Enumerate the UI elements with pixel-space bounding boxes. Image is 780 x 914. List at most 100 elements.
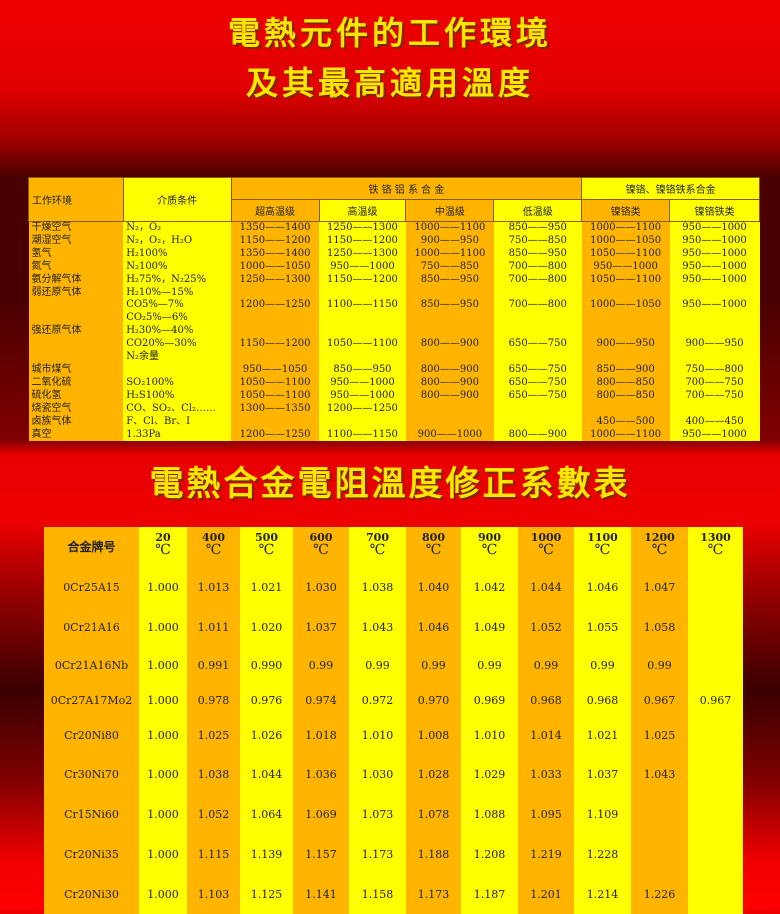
table-row: 强还原气体 H₂30%—40%: [28, 325, 760, 339]
coefficient-cell: 1.201: [518, 874, 574, 914]
coefficient-cell: 0.990: [240, 647, 293, 684]
temperature-range-cell: [405, 286, 494, 300]
alloy-name-cell: Cr30Ni70: [44, 754, 139, 794]
temperature-range-cell: 1000——1100: [405, 221, 494, 235]
table-row: 氨分解气体 H₂75%，N₂25% 1250——1300 1150——1200 850—…: [28, 273, 760, 287]
temperature-value: 1100: [587, 531, 618, 544]
temperature-range-cell: 1050——1100: [581, 247, 670, 261]
temperature-range-cell: [493, 312, 582, 326]
header-nicr-group: 镍铬、镍铬铁系合金: [581, 177, 760, 200]
coefficient-cell: 1.033: [518, 754, 574, 794]
table-row: CO₂5%—6%: [28, 312, 760, 326]
coefficient-cell: 1.157: [293, 834, 349, 874]
coefficient-cell: 1.026: [240, 717, 293, 754]
header-environment: 工作环境: [28, 177, 124, 222]
coefficient-cell: 1.139: [240, 834, 293, 874]
temperature-value: 1000: [530, 531, 562, 544]
temperature-range-cell: 900——1000: [405, 428, 494, 442]
temperature-range-cell: 850——950: [319, 363, 406, 377]
temperature-range-cell: 1100——1150: [319, 299, 406, 313]
coefficient-cell: 1.021: [574, 717, 631, 754]
coefficient-cell: 1.109: [574, 794, 631, 834]
coefficient-cell: 0.978: [187, 684, 240, 717]
temperature-value: 400: [202, 531, 225, 544]
temperature-range-cell: 1150——1200: [319, 273, 406, 287]
unit-celsius: ℃: [481, 542, 498, 558]
table-row: 氢气 H₂100% 1350——1400 1250——1300 1000——1100 85…: [28, 247, 760, 261]
temperature-range-cell: 1050——1100: [231, 376, 320, 390]
temperature-range-cell: 800——900: [405, 376, 494, 390]
temperature-range-cell: [669, 402, 760, 416]
coefficient-cell: 1.046: [406, 607, 461, 647]
temperature-range-cell: 1000——1050: [581, 299, 670, 313]
coefficient-cell: [688, 754, 743, 794]
temperature-range-cell: 950——1050: [231, 363, 320, 377]
unit-celsius: ℃: [425, 542, 442, 558]
header-temperature: 1300 ℃: [688, 527, 743, 567]
temperature-range-cell: [231, 351, 320, 364]
coefficient-cell: 0.974: [293, 684, 349, 717]
coefficient-cell: 1.014: [518, 717, 574, 754]
temperature-range-cell: 950——1000: [669, 234, 760, 248]
temperature-range-cell: 700——800: [493, 273, 582, 287]
temperature-range-cell: 650——750: [493, 376, 582, 390]
temperature-range-cell: 1250——1300: [319, 247, 406, 261]
temperature-range-cell: 950——1000: [319, 260, 406, 274]
coefficient-cell: 1.018: [293, 717, 349, 754]
temperature-range-cell: 1350——1400: [231, 221, 320, 235]
header-temperature: 500 ℃: [240, 527, 293, 567]
temperature-range-cell: 1050——1100: [231, 389, 320, 403]
coefficient-cell: 1.000: [139, 684, 187, 717]
temperature-range-cell: [581, 312, 670, 326]
temperature-range-cell: [669, 312, 760, 326]
medium-cell: N₂，O₂，H₂O: [123, 234, 232, 248]
coefficient-cell: 1.000: [139, 717, 187, 754]
temperature-range-cell: [319, 415, 406, 429]
temperature-range-cell: 400——450: [669, 415, 760, 429]
table-row: 0Cr21A16Nb 1.000 0.991 0.990 0.99 0.99 0.99 0.9…: [44, 647, 743, 684]
medium-cell: F、Cl、Br、I: [123, 415, 232, 429]
coefficient-cell: 1.173: [349, 834, 406, 874]
temperature-range-cell: 800——900: [405, 338, 494, 352]
temperature-range-cell: 650——750: [493, 389, 582, 403]
temperature-range-cell: 850——950: [405, 273, 494, 287]
temperature-range-cell: 800——850: [581, 376, 670, 390]
coefficient-cell: 1.228: [574, 834, 631, 874]
coefficient-cell: 1.088: [461, 794, 518, 834]
coefficient-cell: 1.013: [187, 567, 240, 607]
header-fecral-group: 铁 铬 铝 系 合 金: [230, 177, 583, 200]
temperature-range-cell: 950——1000: [669, 221, 760, 235]
medium-cell: CO、SO₂、Cl₂……: [123, 402, 232, 416]
temperature-range-cell: 1200——1250: [231, 428, 320, 442]
temperature-range-cell: 950——1000: [319, 376, 406, 390]
environment-cell: 强还原气体: [28, 325, 124, 339]
coefficient-cell: 1.188: [406, 834, 461, 874]
medium-cell: H₂100%: [123, 247, 232, 261]
coefficient-cell: 1.046: [574, 567, 631, 607]
alloy-name-cell: 0Cr21A16: [44, 607, 139, 647]
coefficient-cell: 1.052: [187, 794, 240, 834]
header-medium: 介质条件: [122, 177, 232, 222]
table-row: Cr30Ni70 1.000 1.038 1.044 1.036 1.030 1.028 1.…: [44, 754, 743, 794]
coefficient-cell: 0.99: [293, 647, 349, 684]
temperature-range-cell: 1250——1300: [319, 221, 406, 235]
coefficient-cell: 1.052: [518, 607, 574, 647]
header-temperature: 400 ℃: [187, 527, 240, 567]
temperature-range-cell: 750——800: [669, 363, 760, 377]
header-grade: 超高温级: [230, 199, 320, 222]
coefficient-cell: 1.226: [631, 874, 688, 914]
table-row: 干燥空气 N₂，O₂ 1350——1400 1250——1300 1000——1100 8…: [28, 221, 760, 235]
environment-cell: 氮气: [28, 260, 124, 274]
medium-cell: H₂S100%: [123, 389, 232, 403]
temperature-range-cell: 950——1000: [669, 428, 760, 442]
environment-cell: 卤族气体: [28, 415, 124, 429]
coefficient-cell: [688, 717, 743, 754]
header-grade: 高温级: [318, 199, 407, 222]
temperature-range-cell: [493, 325, 582, 339]
temperature-range-cell: 900——950: [581, 338, 670, 352]
temperature-range-cell: 850——900: [581, 363, 670, 377]
temperature-range-cell: 450——500: [581, 415, 670, 429]
temperature-range-cell: [405, 325, 494, 339]
coefficient-cell: 1.000: [139, 754, 187, 794]
table-row: 硫化氢 H₂S100% 1050——1100 950——1000 800——900 650…: [28, 389, 760, 403]
